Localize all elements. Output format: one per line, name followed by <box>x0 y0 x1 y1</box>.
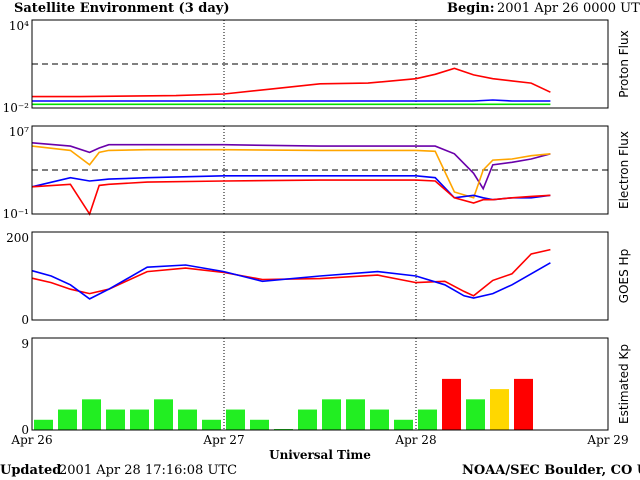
x-tick-label: Apr 26 <box>10 433 52 447</box>
kp-bar <box>466 399 485 430</box>
proton-flux-ytick-bottom: 10⁻² <box>3 101 30 115</box>
kp-bar <box>130 409 149 430</box>
chart-title: Satellite Environment (3 day) <box>14 1 230 16</box>
electron-flux-axis-label: Electron Flux <box>617 131 631 209</box>
electron-flux-ytick-bottom: 10⁻¹ <box>3 207 29 221</box>
electron-flux-red-series <box>31 179 551 216</box>
proton-flux-ytick-top: 10⁴ <box>9 19 29 33</box>
kp-bar <box>418 409 437 430</box>
goes-hp-ytick-bottom: 0 <box>21 313 29 327</box>
kp-bar <box>154 399 173 430</box>
estimated-kp-ytick-bottom: 0 <box>21 423 29 437</box>
kp-bar <box>514 378 533 430</box>
kp-bar <box>178 409 197 430</box>
electron-flux-frame <box>31 125 609 215</box>
updated-label: Updated <box>0 463 62 478</box>
kp-bar <box>34 419 53 430</box>
kp-bar <box>202 419 221 430</box>
electron-flux-blue-series <box>31 175 551 201</box>
kp-bar <box>250 419 269 430</box>
x-axis-label: Universal Time <box>269 448 371 462</box>
electron-flux-ytick-top: 10⁷ <box>9 125 29 139</box>
estimated-kp-frame <box>31 337 609 431</box>
x-tick-label: Apr 29 <box>586 433 628 447</box>
electron-flux-purple-series <box>31 142 551 191</box>
x-tick-label: Apr 28 <box>394 433 436 447</box>
kp-bar <box>346 399 365 430</box>
credit-text: NOAA/SEC Boulder, CO USA <box>462 463 640 478</box>
goes-hp-ytick-top: 200 <box>6 231 29 245</box>
kp-bar <box>298 409 317 430</box>
kp-bar <box>370 409 389 430</box>
begin-value: 2001 Apr 26 0000 UTC <box>497 1 640 16</box>
kp-bar <box>82 399 101 430</box>
updated-value: 2001 Apr 28 17:16:08 UTC <box>59 463 238 478</box>
kp-bar <box>106 409 125 430</box>
kp-bar <box>442 378 461 430</box>
proton-flux-axis-label: Proton Flux <box>617 30 631 97</box>
proton-flux-frame <box>31 19 609 109</box>
proton-flux-red-series <box>32 67 551 98</box>
x-tick-label: Apr 27 <box>202 433 244 447</box>
proton-flux-blue-series <box>32 99 551 102</box>
kp-bar <box>490 389 509 430</box>
goes-hp-blue-series <box>31 262 551 300</box>
goes-hp-frame <box>31 231 609 321</box>
kp-bar <box>226 409 245 430</box>
estimated-kp-ytick-top: 9 <box>21 337 29 351</box>
kp-bar <box>58 409 77 430</box>
electron-flux-orange-series <box>31 145 551 199</box>
kp-bar <box>322 399 341 430</box>
goes-hp-axis-label: GOES Hp <box>617 249 631 303</box>
kp-bar <box>394 419 413 430</box>
estimated-kp-axis-label: Estimated Kp <box>617 344 631 424</box>
goes-hp-red-series <box>31 248 551 297</box>
begin-label: Begin: <box>447 1 495 16</box>
